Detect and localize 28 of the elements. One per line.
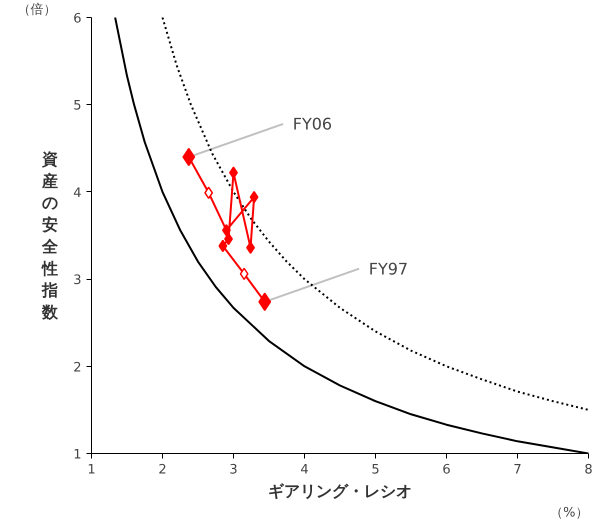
x-tick-label: 7 bbox=[513, 462, 522, 478]
x-tick-label: 6 bbox=[442, 462, 451, 478]
x-tick-label: 1 bbox=[87, 462, 96, 478]
y-tick-label: 5 bbox=[73, 98, 82, 114]
x-tick-label: 5 bbox=[371, 462, 380, 478]
y-tick-label: 2 bbox=[73, 360, 82, 376]
point bbox=[222, 224, 231, 237]
point bbox=[250, 190, 259, 204]
point bbox=[218, 240, 228, 252]
y-tick-label: 4 bbox=[73, 186, 82, 201]
x-tick-label: 2 bbox=[158, 462, 167, 478]
point bbox=[240, 268, 249, 280]
y-tick-label: 6 bbox=[73, 12, 82, 26]
x-tick-label: 4 bbox=[300, 462, 309, 478]
y-tick-label: 1 bbox=[73, 448, 82, 462]
line-series bbox=[162, 18, 588, 411]
x-axis-title: ギアリング・レシオ bbox=[268, 482, 412, 500]
annotation: FY97 bbox=[368, 259, 408, 278]
text: （倍） bbox=[18, 2, 56, 18]
x-tick-label: 3 bbox=[229, 462, 238, 478]
point bbox=[182, 148, 196, 166]
point bbox=[204, 186, 214, 200]
annotation: FY06 bbox=[292, 114, 332, 134]
x-tick-label: 8 bbox=[584, 462, 593, 478]
text: （%） bbox=[550, 506, 589, 520]
y-tick-label: 3 bbox=[73, 273, 82, 288]
y-axis-title: 資産の安全性指数 bbox=[41, 150, 60, 322]
point bbox=[258, 292, 272, 312]
